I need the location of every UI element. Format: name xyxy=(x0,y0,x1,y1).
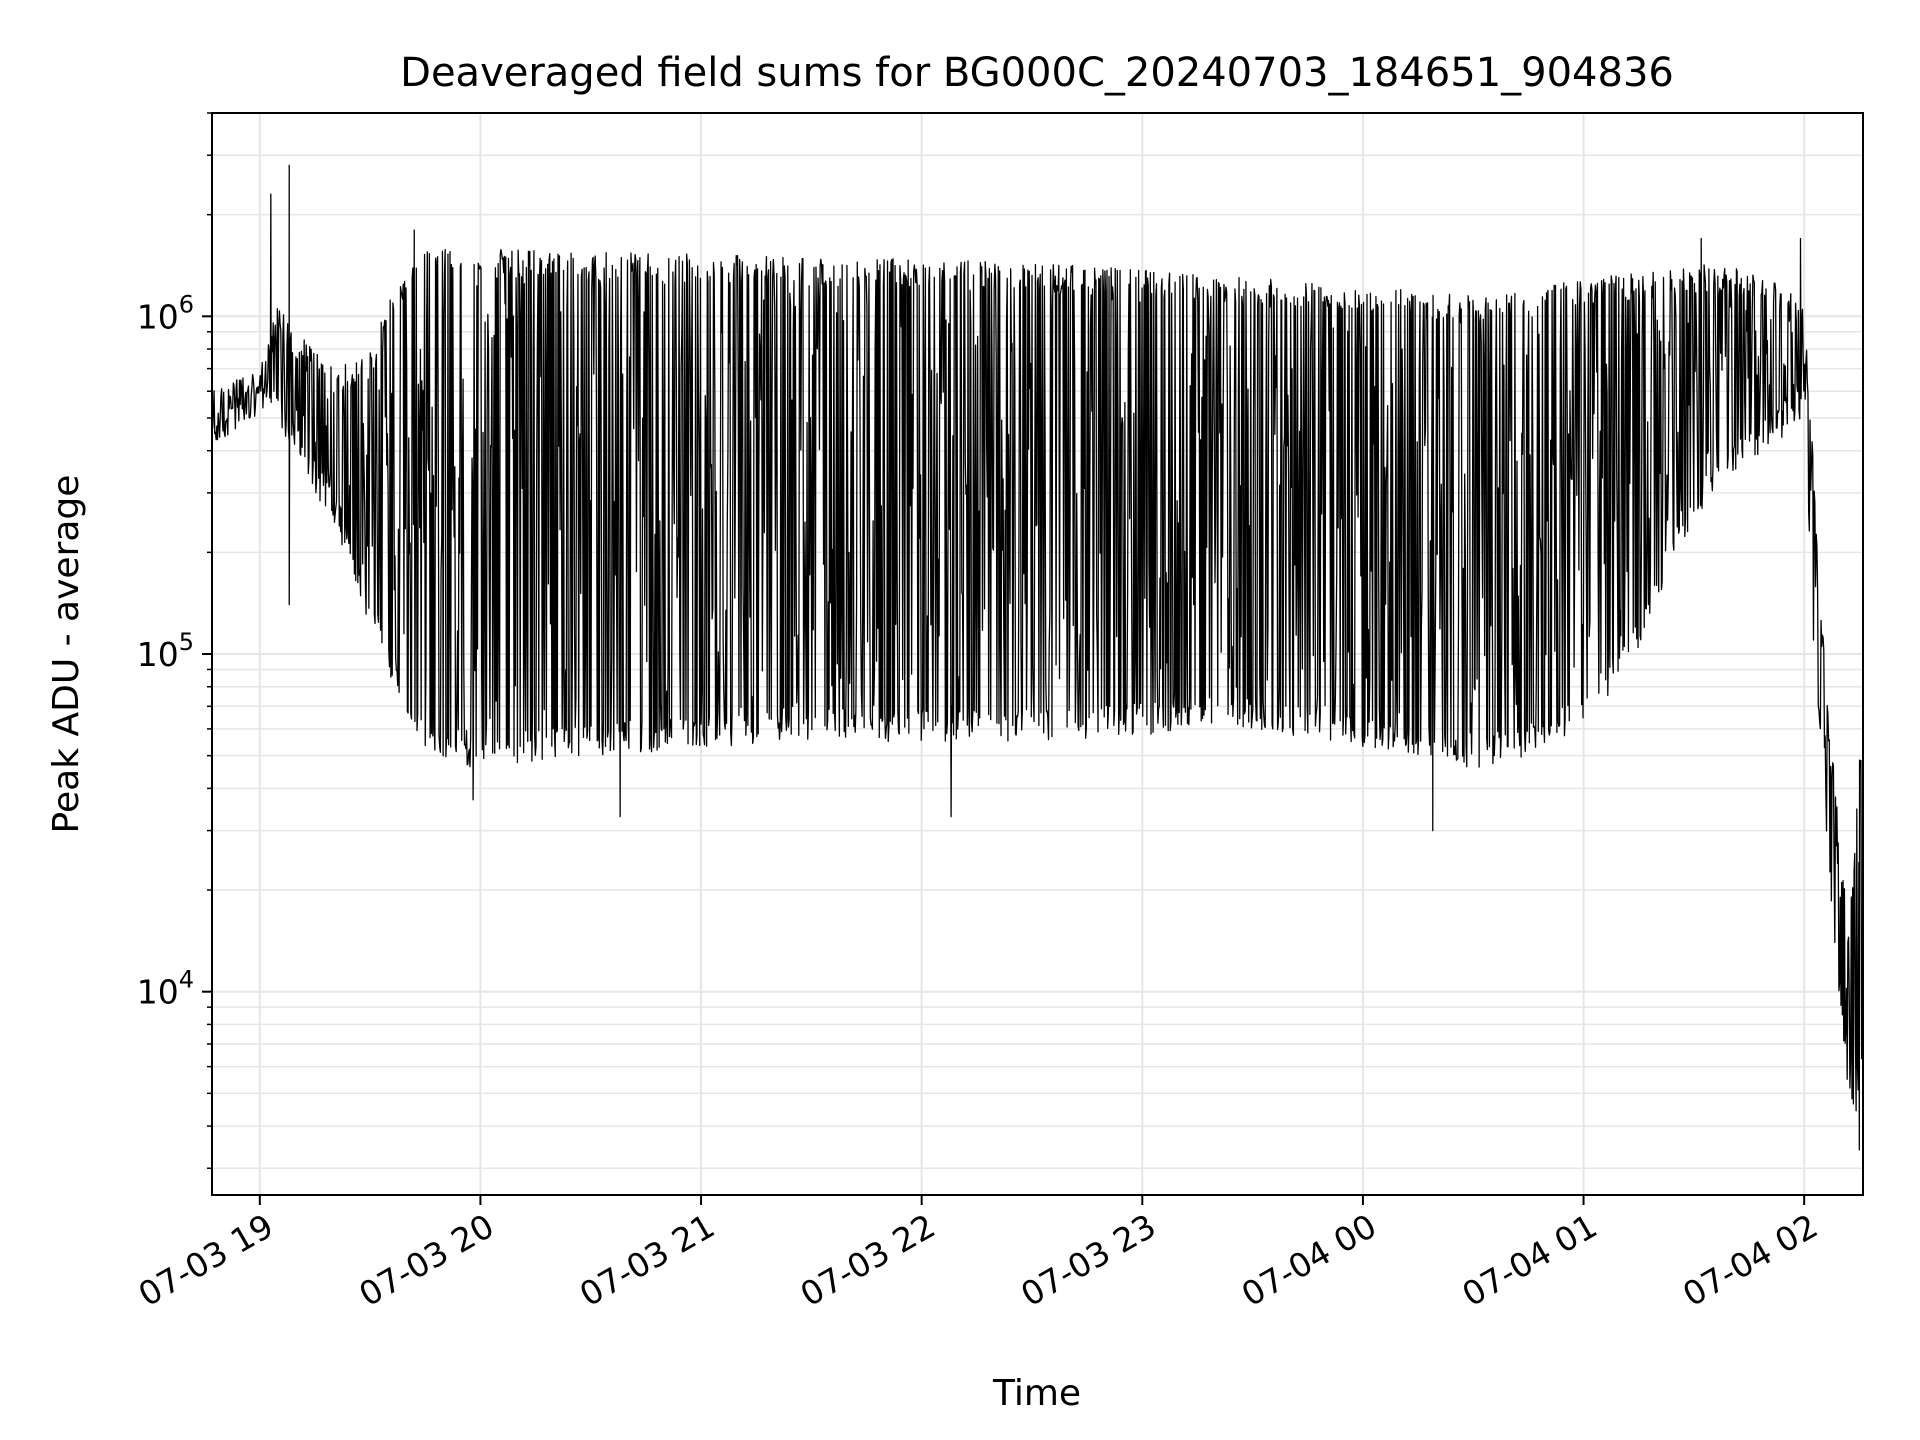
series-line xyxy=(211,164,1864,1151)
chart-title: Deaveraged field sums for BG000C_2024070… xyxy=(400,50,1674,96)
x-axis-label: Time xyxy=(992,1373,1081,1414)
y-axis-label: Peak ADU - average xyxy=(46,475,87,834)
y-tick-label: 105 xyxy=(137,628,194,674)
y-tick-label: 104 xyxy=(137,966,194,1012)
y-tick-label: 106 xyxy=(137,290,194,336)
series xyxy=(211,164,1864,1151)
